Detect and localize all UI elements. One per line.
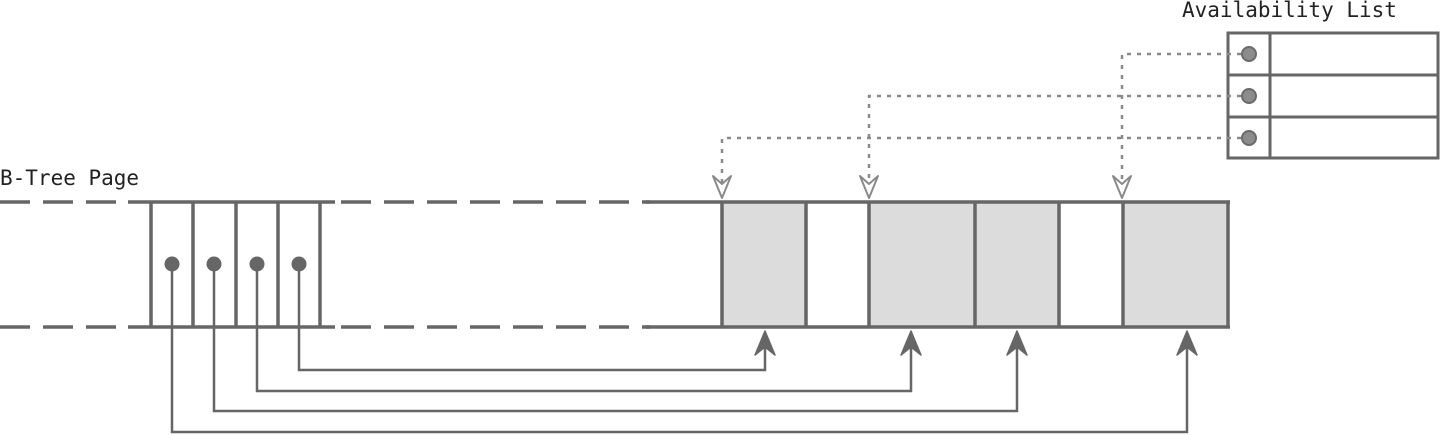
availability-pointer-line <box>867 94 1241 188</box>
availability-list-label: Availability List <box>1182 0 1397 22</box>
page-outline-layer <box>0 200 1230 329</box>
btree-slots-layer <box>149 202 322 327</box>
free-cell <box>1059 202 1123 327</box>
page-cells-layer <box>722 202 1228 327</box>
availability-pointer-line <box>720 136 1241 188</box>
availability-pointer-arrowhead <box>1112 175 1132 199</box>
availability-entry-dot <box>1241 130 1257 146</box>
availability-entry-dot <box>1241 46 1257 62</box>
slot-pointer-line <box>170 264 1189 434</box>
availability-entry-dot <box>1241 88 1257 104</box>
btree-page-label: B-Tree Page <box>0 166 140 190</box>
slot-pointers-layer <box>170 264 1198 434</box>
used-cell <box>975 202 1059 327</box>
used-cell <box>1123 202 1228 327</box>
slot-pointer-arrowhead <box>1176 330 1198 356</box>
used-cell <box>722 202 806 327</box>
slot-pointer-line <box>297 264 767 372</box>
slot-pointer-line <box>255 264 913 393</box>
availability-list-box <box>1226 31 1440 160</box>
slot-pointer-arrowhead <box>900 330 922 356</box>
availability-pointer-arrowhead <box>712 175 732 199</box>
availability-pointers-layer <box>712 52 1241 199</box>
slot-pointer-arrowhead <box>754 330 776 356</box>
availability-pointer-arrowhead <box>859 175 879 199</box>
slot-pointer-arrowhead <box>1006 330 1028 356</box>
availability-list-layer <box>1226 31 1440 160</box>
used-cell <box>869 202 975 327</box>
free-cell <box>806 202 869 327</box>
slot-pointer-line <box>212 264 1019 413</box>
availability-pointer-line <box>1120 52 1241 188</box>
